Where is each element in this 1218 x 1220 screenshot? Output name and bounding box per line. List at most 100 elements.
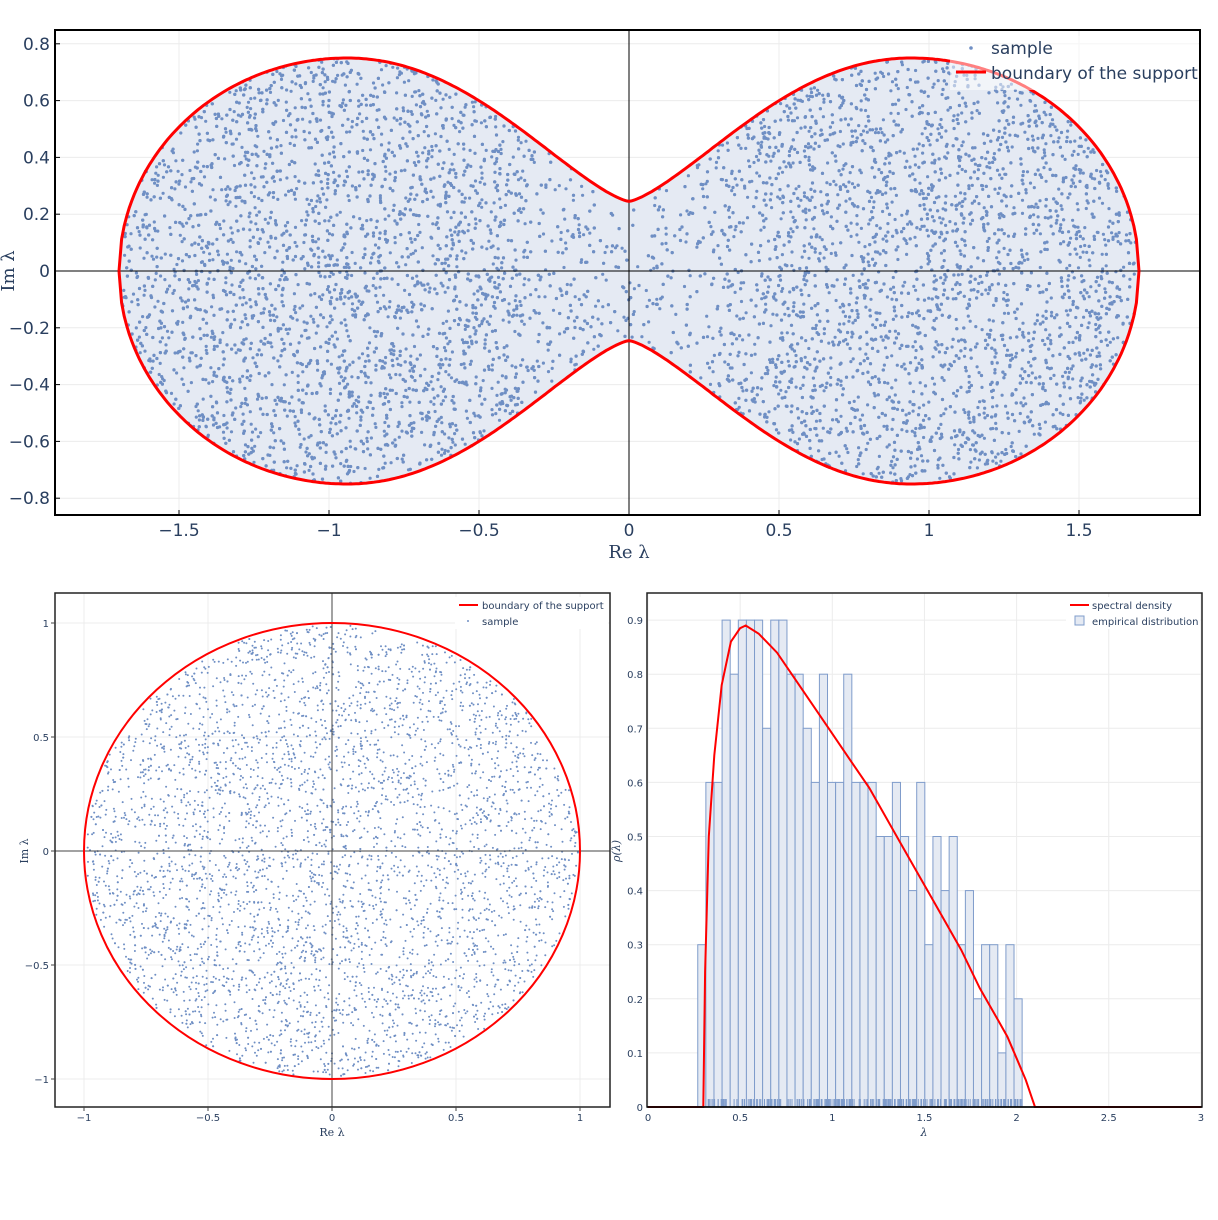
br-density-curve [648,624,1201,1108]
histogram-bar[interactable] [859,781,869,1108]
histogram-bar[interactable] [835,781,845,1108]
y-tick-label: 0.4 [627,887,643,898]
y-tick-label: 0 [43,847,49,858]
y-tick-label: 0.6 [627,778,643,789]
br-histogram-bars [697,619,1023,1108]
histogram-bar[interactable] [762,727,772,1108]
histogram-bar[interactable] [713,781,723,1108]
histogram-bar[interactable] [899,836,910,1108]
y-tick-label: 0 [637,1103,643,1114]
histogram-bar[interactable] [754,619,764,1108]
x-tick-label: 0 [329,1113,335,1124]
top-sample-points [120,57,1137,485]
histogram-bar[interactable] [818,673,829,1108]
histogram-bar[interactable] [924,944,934,1108]
y-tick-label: 0.8 [23,35,50,55]
histogram-bar[interactable] [827,781,837,1108]
x-tick-label: 1 [577,1113,583,1124]
histogram-bar[interactable] [843,673,853,1108]
br-legend-background [1066,597,1200,629]
y-tick-label: 0.8 [627,670,643,681]
y-tick-label: 0.5 [33,733,49,744]
histogram-bar[interactable] [729,673,739,1108]
top-legend-background [950,36,1198,90]
histogram-bar[interactable] [956,944,966,1108]
bottom-right-plot: 0 0.5 1 1.5 2 2.5 3 0 0.1 0.2 0.3 0.4 0.5 0.6 0.7 0.8 0.… [610,592,1204,1139]
x-tick-label: −1 [77,1113,92,1124]
histogram-bar[interactable] [794,673,804,1108]
x-tick-label: −0.5 [196,1113,220,1124]
x-tick-label: 0 [645,1113,651,1124]
x-tick-label: 2.5 [1101,1113,1117,1124]
y-tick-label: 0.6 [23,92,50,112]
y-tick-label: 0.3 [627,941,643,952]
x-tick-label: 0.5 [732,1113,748,1124]
histogram-bar[interactable] [802,727,812,1108]
br-y-axis-title: ρ(λ) [610,840,623,863]
bl-legend[interactable]: boundary of the support sample [455,597,608,629]
bl-boundary-circle [83,622,581,1080]
histogram-bar[interactable] [948,836,958,1108]
top-legend[interactable]: sample boundary of the support [950,36,1198,90]
histogram-bar[interactable] [981,944,991,1108]
y-tick-label: −1 [34,1075,49,1086]
histogram-bar[interactable] [883,836,893,1108]
histogram-bar[interactable] [908,890,918,1108]
sample-marker-icon [969,46,973,50]
y-tick-label: 0.1 [627,1049,643,1060]
sample-marker-icon [467,620,469,622]
y-tick-label: 0.2 [627,995,643,1006]
top-legend-boundary[interactable]: boundary of the support [991,64,1198,84]
br-x-axis-title: λ [920,1126,928,1139]
y-tick-label: 0.9 [627,616,643,627]
y-tick-label: −0.4 [9,376,50,396]
y-tick-label: 1 [43,619,49,630]
histogram-bar[interactable] [770,619,780,1108]
bl-legend-background [455,597,608,629]
histogram-bar[interactable] [916,781,926,1108]
top-plot: −1.5 −1 −0.5 0 0.5 1 1.5 0.8 0.6 0.4 0.2 0 −0.2 −0.4 −… [0,29,1201,563]
x-tick-label: −1.5 [158,521,199,541]
histogram-bar[interactable] [737,619,747,1108]
histogram-bar[interactable] [932,836,942,1108]
br-legend-empirical[interactable]: empirical distribution [1092,617,1198,628]
top-legend-sample[interactable]: sample [991,39,1053,59]
bottom-left-plot: −1 −0.5 0 0.5 1 1 0.5 0 −0.5 −1 Re λ Im λ boundar… [18,592,611,1139]
histogram-bar[interactable] [972,998,983,1108]
top-axis-ticks: −1.5 −1 −0.5 0 0.5 1 1.5 0.8 0.6 0.4 0.2 0 −0.2 −0.4 −… [9,35,1093,541]
histogram-bar[interactable] [989,944,999,1108]
histogram-bar[interactable] [786,673,796,1108]
histogram-bar[interactable] [867,781,877,1108]
histogram-bar[interactable] [851,781,861,1108]
x-tick-label: 0.5 [448,1113,464,1124]
top-y-axis-title: Im λ [0,250,19,291]
x-tick-label: 1.5 [1065,521,1092,541]
x-tick-label: 0 [624,521,635,541]
y-tick-label: 0.2 [23,205,50,225]
bl-legend-boundary[interactable]: boundary of the support [482,601,604,612]
br-legend-density[interactable]: spectral density [1092,601,1172,612]
y-tick-label: −0.5 [25,961,49,972]
x-tick-label: 0.5 [765,521,792,541]
bl-legend-sample[interactable]: sample [482,617,518,628]
bl-y-axis-title: Im λ [18,838,31,863]
br-legend[interactable]: spectral density empirical distribution [1066,597,1200,629]
y-tick-label: −0.2 [9,319,50,339]
histogram-bar[interactable] [721,619,731,1108]
x-tick-label: 1 [829,1113,835,1124]
bl-axis-ticks: −1 −0.5 0 0.5 1 1 0.5 0 −0.5 −1 [25,619,583,1124]
histogram-bar[interactable] [1005,944,1015,1108]
br-axis-ticks: 0 0.5 1 1.5 2 2.5 3 0 0.1 0.2 0.3 0.4 0.5 0.6 0.7 0.8 0.… [627,616,1204,1124]
histogram-bar[interactable] [875,836,885,1108]
top-x-axis-title: Re λ [608,542,649,563]
histogram-bar[interactable] [810,781,820,1108]
histogram-box-icon [1074,615,1085,626]
histogram-bar[interactable] [997,1052,1007,1108]
histogram-bar[interactable] [745,619,756,1108]
histogram-bar[interactable] [778,619,788,1108]
bl-x-axis-title: Re λ [319,1126,344,1139]
x-tick-label: −1 [316,521,341,541]
histogram-bar[interactable] [964,890,974,1108]
x-tick-label: 2 [1013,1113,1019,1124]
